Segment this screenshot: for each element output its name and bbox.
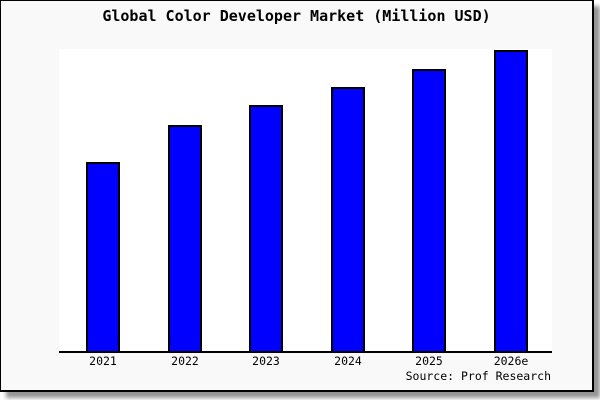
x-tick-label: 2022 <box>171 354 199 368</box>
bar-2025 <box>412 69 446 351</box>
chart-container: Global Color Developer Market (Million U… <box>0 0 594 392</box>
bar-2022 <box>168 125 202 351</box>
bar-2023 <box>249 105 283 351</box>
x-tick-label: 2021 <box>89 354 117 368</box>
chart-title: Global Color Developer Market (Million U… <box>102 7 491 25</box>
x-tick-label: 2025 <box>415 354 443 368</box>
bar-2021 <box>86 162 120 351</box>
bar-2024 <box>331 87 365 351</box>
x-tick-label: 2026e <box>493 354 529 368</box>
source-credit: Source: Prof Research <box>405 369 551 383</box>
x-tick-label: 2023 <box>252 354 280 368</box>
plot-area <box>59 49 552 353</box>
bar-2026e <box>494 50 528 351</box>
x-tick-label: 2024 <box>334 354 362 368</box>
